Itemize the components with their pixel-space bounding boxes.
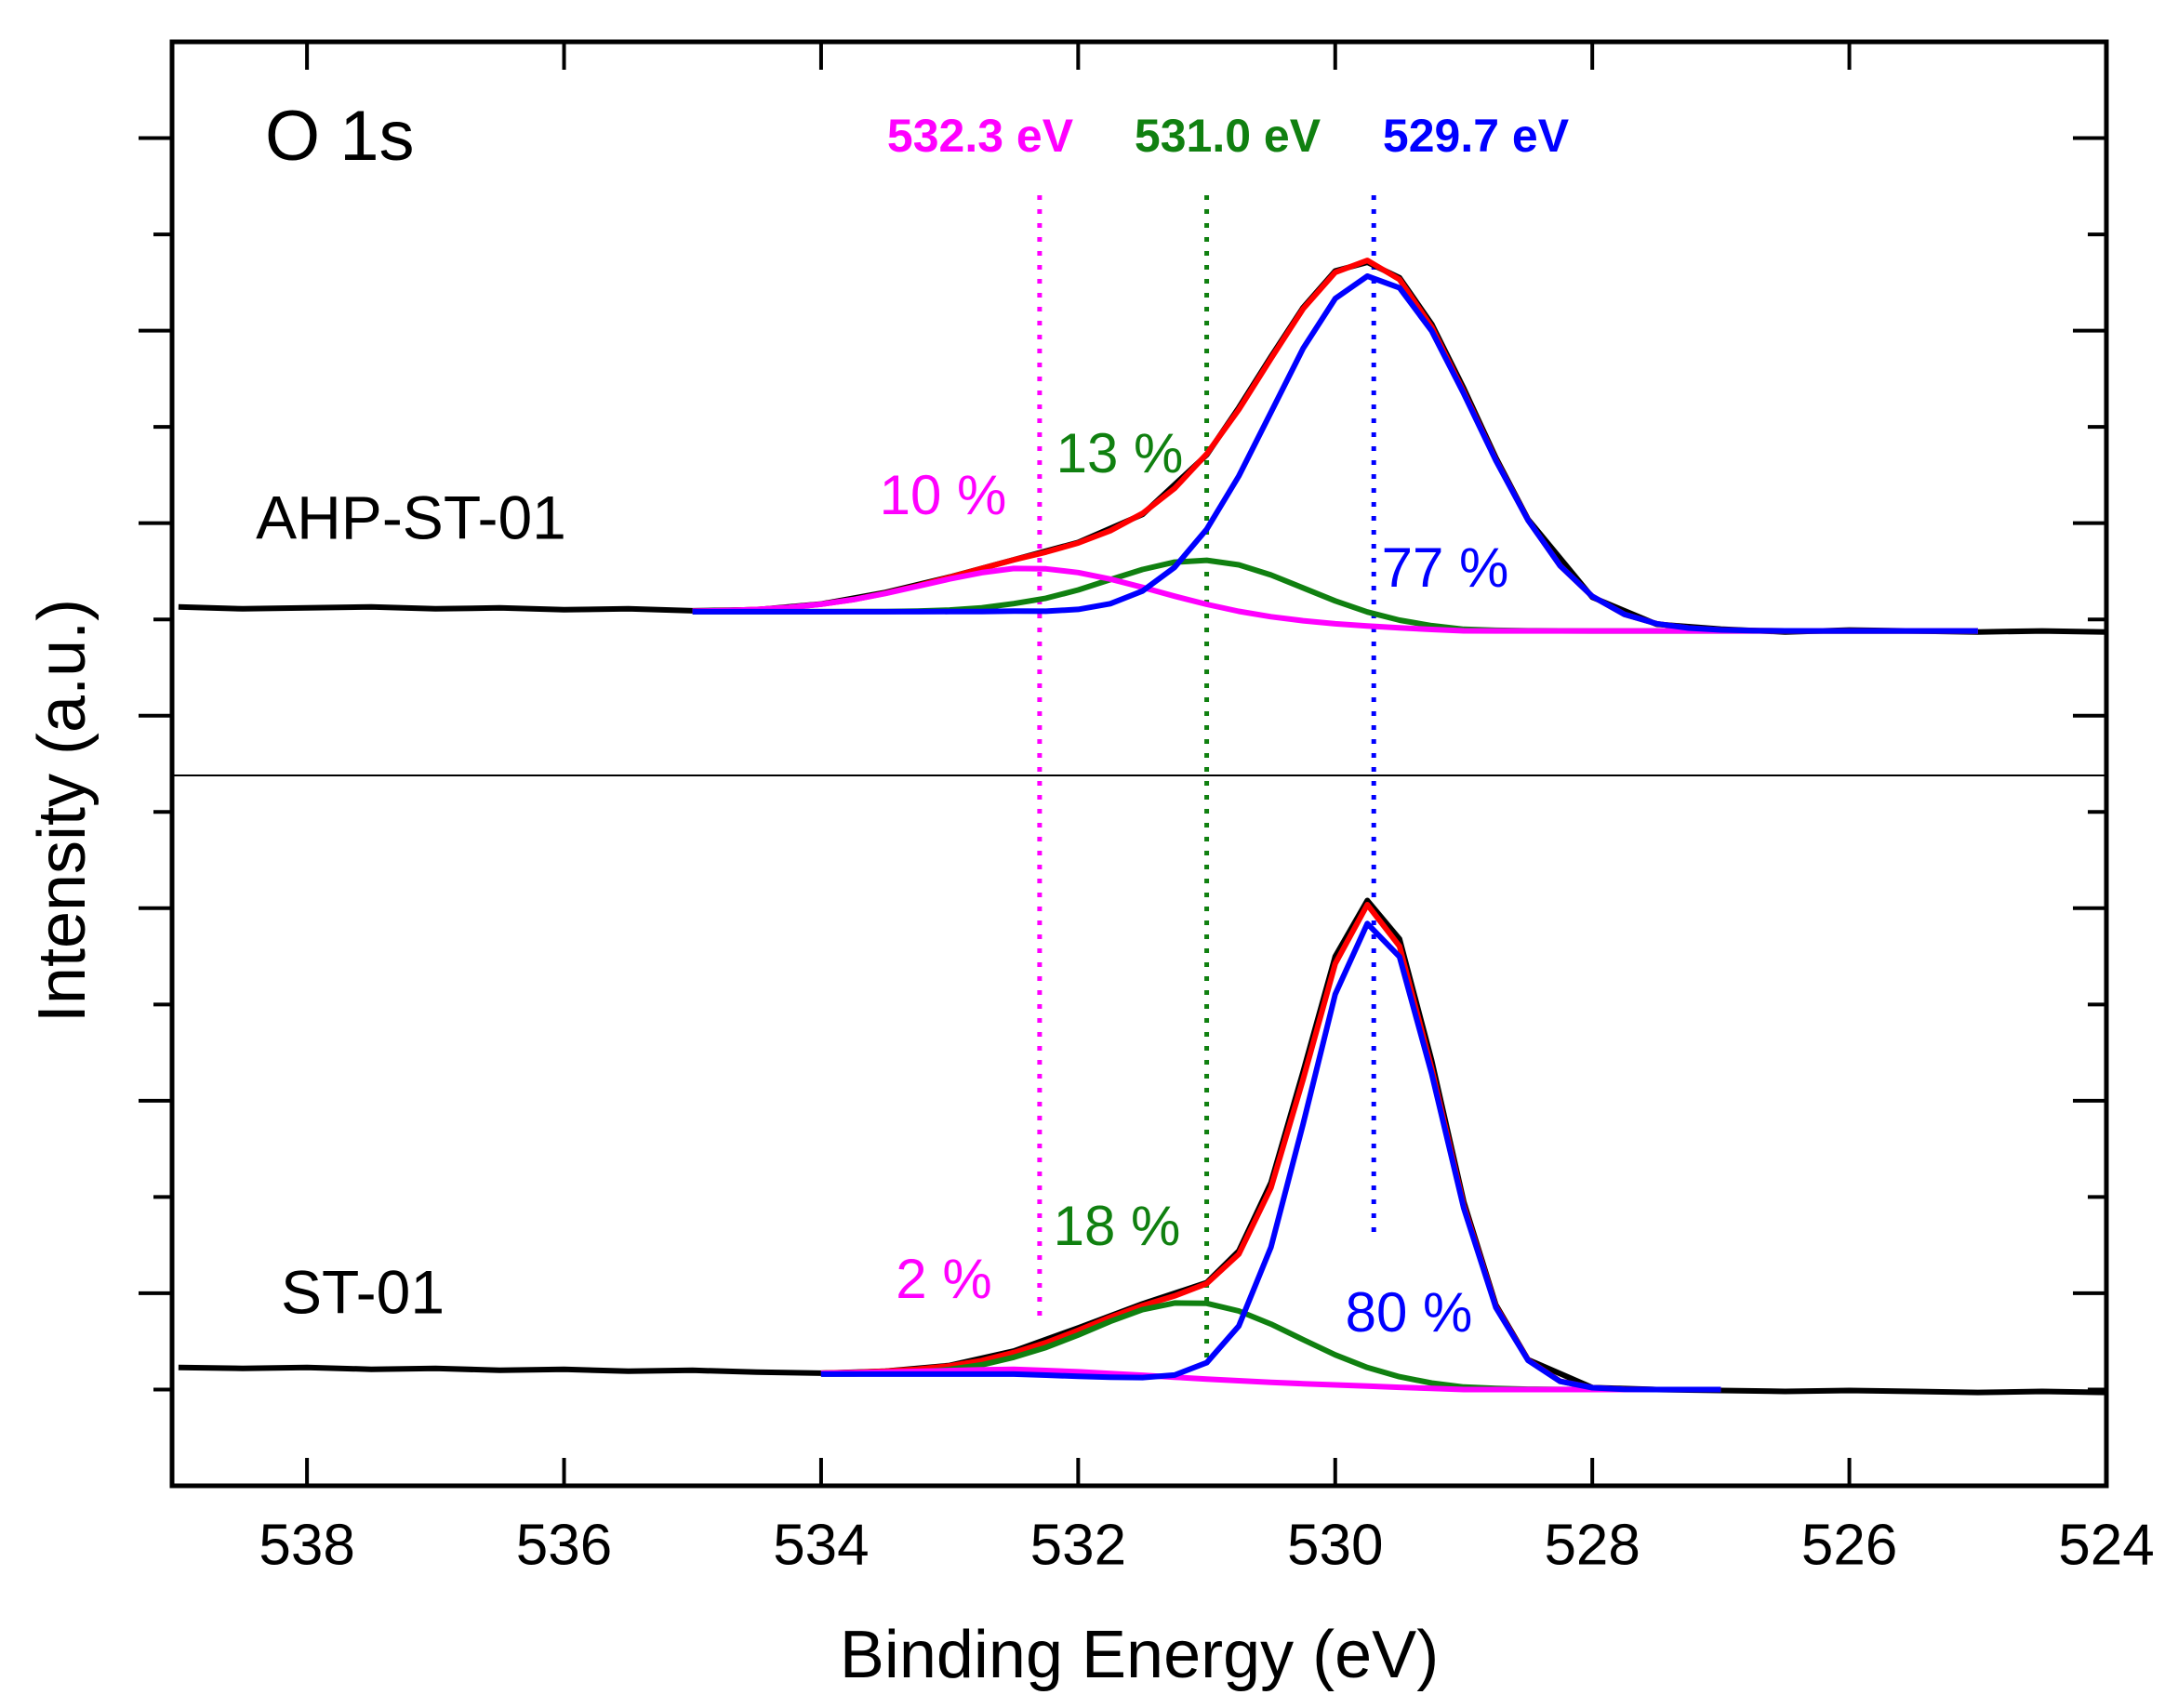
spectrum-line	[692, 258, 1978, 634]
spectrum-line	[692, 273, 1978, 634]
sample-label: ST-01	[281, 1257, 445, 1326]
x-tick-label: 532	[1030, 1513, 1126, 1577]
x-tick-label: 538	[259, 1513, 354, 1577]
percent-label: 2 %	[896, 1248, 991, 1310]
spectrum-line	[820, 902, 1721, 1393]
peak-label: 532.3 eV	[887, 110, 1074, 162]
chart-title: O 1s	[265, 97, 415, 176]
peak-label: 529.7 eV	[1383, 110, 1570, 162]
percent-label: 18 %	[1054, 1195, 1181, 1257]
percent-label: 13 %	[1056, 422, 1184, 484]
x-tick-label: 528	[1544, 1513, 1640, 1577]
y-axis-title: Intensity (a.u.)	[25, 599, 100, 1023]
percent-label: 77 %	[1382, 536, 1509, 599]
percent-label: 80 %	[1346, 1281, 1473, 1344]
x-tick-label: 524	[2058, 1513, 2154, 1577]
spectrum-line	[820, 1366, 1721, 1393]
x-tick-label: 534	[773, 1513, 869, 1577]
x-tick-label: 536	[516, 1513, 612, 1577]
sample-label: AHP-ST-01	[256, 483, 566, 551]
peak-label: 531.0 eV	[1135, 110, 1321, 162]
spectrum-line	[820, 920, 1721, 1393]
spectrum-line	[178, 897, 2107, 1396]
x-tick-label: 530	[1287, 1513, 1383, 1577]
percent-label: 10 %	[880, 464, 1007, 526]
x-tick-label: 526	[1801, 1513, 1897, 1577]
plot-frame	[169, 39, 2109, 1489]
x-axis-title: Binding Energy (eV)	[840, 1618, 1439, 1692]
